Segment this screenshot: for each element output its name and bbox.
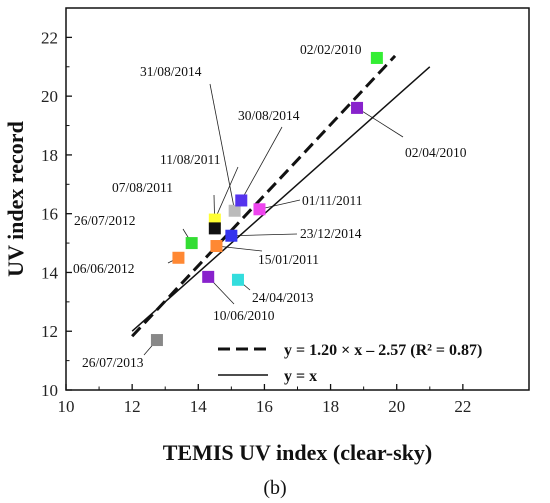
point-label: 02/04/2010 — [405, 145, 467, 160]
x-tick-label: 20 — [388, 397, 405, 416]
point-label: 24/04/2013 — [252, 290, 314, 305]
data-point — [225, 229, 238, 242]
leader-line — [214, 166, 239, 220]
point-label: 10/06/2010 — [213, 308, 275, 323]
x-tick-label: 12 — [124, 397, 141, 416]
data-point — [202, 270, 215, 283]
data-point — [370, 51, 383, 64]
leader-line — [259, 199, 301, 210]
x-tick-label: 10 — [58, 397, 75, 416]
point-label: 15/01/2011 — [258, 252, 319, 267]
data-point — [351, 101, 364, 114]
x-tick-label: 22 — [454, 397, 471, 416]
x-tick-label: 18 — [322, 397, 339, 416]
point-label: 31/08/2014 — [140, 64, 202, 79]
regression-line — [131, 54, 397, 338]
x-axis-title: TEMIS UV index (clear-sky) — [163, 440, 433, 465]
y-axis-title: UV index record — [3, 121, 28, 277]
legend-solid-text: y = x — [284, 368, 317, 385]
point-label: 06/06/2012 — [73, 261, 135, 276]
data-point — [253, 203, 266, 216]
point-label: 26/07/2012 — [74, 213, 136, 228]
point-label: 30/08/2014 — [238, 108, 300, 123]
y-tick-label: 22 — [41, 28, 58, 47]
leader-line — [231, 233, 298, 237]
y-tick-label: 16 — [41, 205, 58, 224]
data-point — [172, 251, 185, 264]
y-tick-label: 14 — [41, 263, 59, 282]
point-label: 01/11/2011 — [302, 193, 363, 208]
point-label: 02/02/2010 — [300, 42, 362, 57]
y-tick-label: 18 — [41, 146, 58, 165]
point-label: 26/07/2013 — [82, 355, 144, 370]
point-label: 23/12/2014 — [300, 226, 362, 241]
y-tick-label: 20 — [41, 87, 58, 106]
leader-line — [216, 245, 263, 252]
legend-dashed-text: y = 1.20 × x – 2.57 (R² = 0.87) — [284, 342, 482, 359]
panel-label: (b) — [263, 477, 286, 499]
legend: y = 1.20 × x – 2.57 (R² = 0.87) y = x — [218, 342, 482, 385]
y-tick-label: 12 — [41, 322, 58, 341]
leader-line — [356, 107, 404, 138]
data-point — [150, 334, 163, 347]
data-point — [208, 222, 221, 235]
data-point — [210, 240, 223, 253]
point-label: 11/08/2011 — [160, 152, 221, 167]
leader-line — [240, 126, 283, 201]
point-label: 07/08/2011 — [112, 180, 173, 195]
identity-line — [131, 66, 431, 332]
data-point — [228, 204, 241, 217]
x-tick-label: 14 — [190, 397, 208, 416]
data-point — [231, 273, 244, 286]
data-point — [185, 237, 198, 250]
x-tick-label: 16 — [256, 397, 273, 416]
y-tick-label: 10 — [41, 381, 58, 400]
data-point — [235, 194, 248, 207]
leader-line — [209, 83, 236, 211]
